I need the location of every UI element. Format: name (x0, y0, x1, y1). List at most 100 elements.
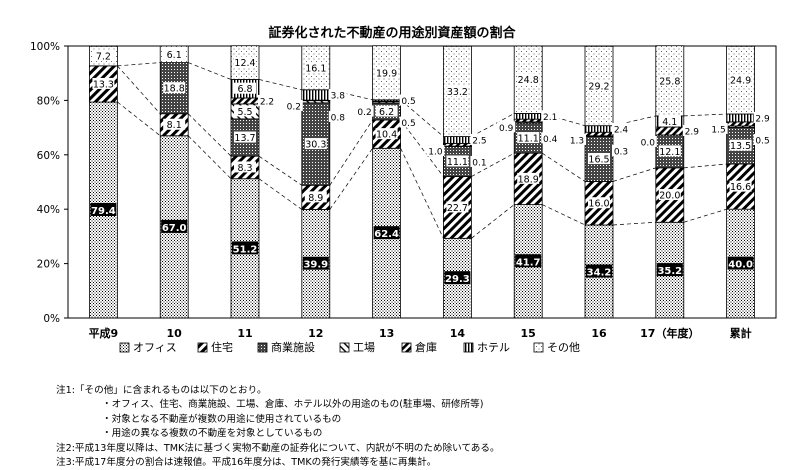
chart-title: 証券化された不動産の用途別資産額の割合 (268, 25, 516, 41)
data-label: 0.5 (401, 119, 415, 129)
bar-segment-ホテル-15 (514, 113, 542, 119)
data-label: 29.3 (445, 274, 470, 285)
y-tick-label: 20% (37, 259, 60, 271)
connector-line (401, 148, 444, 238)
note-1-item-2: ・対象となる不動産が複数の用途に使用されているもの (56, 413, 500, 427)
bar-segment-倉庫-11 (231, 98, 259, 104)
data-label: 13.5 (730, 141, 751, 152)
data-label: 12.4 (234, 58, 255, 69)
note-1: 注1:「その他」に含まれるものは以下のとおり。 (56, 384, 500, 398)
data-label: 30.3 (305, 140, 326, 151)
bar-segment-ホテル-14 (443, 137, 471, 144)
x-tick-label: 10 (167, 327, 183, 340)
x-tick-label: 平成9 (89, 326, 119, 340)
data-label: 16.6 (730, 182, 751, 193)
data-label: 22.7 (447, 203, 468, 214)
data-label: 19.9 (376, 68, 397, 79)
data-label: 39.9 (303, 260, 328, 271)
connector-line (684, 209, 727, 222)
legend-label: 商業施設 (271, 340, 315, 354)
data-label: 8.9 (308, 193, 323, 204)
legend-swatch-商業施設 (258, 343, 267, 352)
data-label: 0.1 (472, 158, 486, 168)
data-label: 24.9 (730, 76, 751, 87)
note-1-item-3: ・用途の異なる複数の不動産を対象としているもの (56, 427, 500, 441)
data-label: 0.8 (331, 113, 346, 123)
data-label: 20.0 (659, 191, 680, 202)
data-label: 7.2 (96, 52, 111, 63)
connector-line (117, 63, 160, 66)
legend: オフィス住宅商業施設工場倉庫ホテルその他 (120, 340, 580, 354)
bar-segment-倉庫-16 (585, 132, 613, 136)
y-tick-label: 100% (30, 41, 60, 53)
data-label: 0.0 (641, 139, 656, 149)
data-label: 8.1 (167, 120, 182, 131)
connector-line (188, 63, 231, 80)
x-tick-label: 12 (308, 327, 323, 340)
data-label: 79.4 (91, 206, 116, 217)
data-label: 2.5 (472, 136, 486, 146)
data-label: 1.0 (428, 147, 443, 157)
data-label: 8.3 (237, 163, 252, 174)
legend-swatch-その他 (534, 343, 543, 352)
chart: 証券化された不動産の用途別資産額の割合 0%20%40%60%80%100%平成… (0, 0, 803, 380)
connector-line (259, 179, 302, 210)
note-2: 注2:平成13年度以降は、TMK法に基づく実物不動産の証券化について、内訳が不明… (56, 442, 500, 456)
bar-segment-倉庫-14 (443, 143, 471, 146)
data-label: 5.5 (237, 107, 252, 118)
y-tick-label: 60% (37, 150, 60, 162)
data-label: 29.2 (588, 81, 609, 92)
data-label: 0.3 (614, 147, 628, 157)
data-label: 2.2 (260, 97, 274, 107)
data-label: 0.9 (499, 124, 514, 134)
data-label: 25.8 (659, 76, 680, 87)
data-label: 16.1 (305, 63, 326, 74)
y-tick-label: 0% (43, 313, 60, 325)
x-tick-label: 累計 (730, 326, 752, 340)
bar-segment-倉庫-15 (514, 119, 542, 122)
data-label: 40.0 (728, 260, 753, 271)
connector-line (188, 114, 231, 156)
data-label: 35.2 (657, 266, 682, 277)
data-label: 2.9 (755, 114, 770, 124)
data-label: 67.0 (162, 223, 187, 234)
data-label: 0.2 (287, 102, 301, 112)
x-tick-label: 16 (591, 327, 607, 340)
bar-segment-ホテル-累計 (727, 114, 755, 122)
connector-line (471, 205, 514, 239)
connector-line (684, 164, 727, 168)
data-label: 18.9 (518, 174, 539, 185)
data-label: 6.2 (379, 107, 394, 118)
data-label: 2.9 (685, 128, 700, 138)
legend-swatch-オフィス (120, 343, 129, 352)
data-label: 41.7 (516, 257, 541, 268)
footnotes: 注1:「その他」に含まれるものは以下のとおり。 ・オフィス、住宅、商業施設、工場… (56, 384, 500, 470)
data-label: 4.1 (662, 117, 677, 128)
connector-line (259, 156, 302, 185)
data-label: 2.1 (543, 113, 557, 123)
data-label: 0.2 (357, 108, 371, 118)
data-label: 51.2 (233, 244, 258, 255)
data-label: 18.8 (164, 84, 185, 95)
data-label: 33.2 (447, 87, 468, 98)
data-label: 2.4 (614, 125, 629, 135)
connector-line (188, 136, 231, 179)
bar-segment-ホテル-12 (302, 90, 330, 100)
data-label: 11.1 (518, 134, 539, 145)
bar-segment-倉庫-累計 (727, 122, 755, 126)
legend-swatch-住宅 (198, 343, 207, 352)
note-1-item-1: ・オフィス、住宅、商業施設、工場、倉庫、ホテル以外の用途のもの(駐車場、研修所等… (56, 398, 500, 412)
data-label: 34.2 (587, 267, 612, 278)
legend-swatch-倉庫 (402, 343, 411, 352)
data-label: 6.8 (237, 84, 252, 95)
data-label: 13.3 (93, 79, 114, 90)
data-label: 3.8 (331, 91, 346, 101)
data-label: 1.5 (711, 125, 725, 135)
x-tick-label: 11 (237, 327, 252, 340)
data-label: 0.4 (543, 135, 558, 145)
bar-segment-ホテル-16 (585, 126, 613, 133)
x-tick-label: 14 (450, 327, 466, 340)
data-label: 0.5 (401, 97, 415, 107)
legend-swatch-ホテル (464, 343, 473, 352)
